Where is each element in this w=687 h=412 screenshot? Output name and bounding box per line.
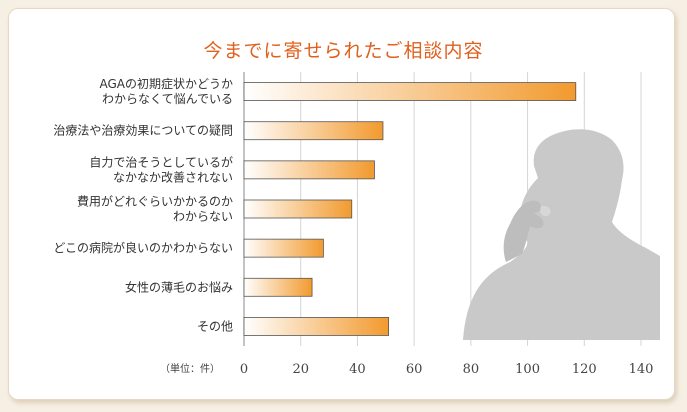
x-tick-label: 140 (629, 362, 654, 377)
bar (243, 82, 577, 101)
bars (243, 82, 577, 336)
x-tick-label: 60 (406, 362, 423, 377)
thinking-man-silhouette-icon (463, 129, 660, 340)
bar (243, 317, 390, 336)
x-tick-label: 80 (463, 362, 480, 377)
category-labels: AGAの初期症状かどうかわからなくて悩んでいる治療法や治療効果についての疑問自力… (53, 76, 233, 333)
chart-title: 今までに寄せられたご相談内容 (203, 40, 484, 62)
category-label: わからなくて悩んでいる (102, 92, 233, 106)
unit-label: （単位：件） (160, 362, 220, 375)
x-tick-label: 40 (349, 362, 366, 377)
category-label: なかなか改善されない (113, 169, 233, 184)
category-label: 女性の薄毛のお悩み (125, 279, 233, 294)
x-tick-labels: 0 20 40 60 80 100 120 140 (240, 362, 654, 377)
category-label: AGAの初期症状かどうか (99, 76, 233, 91)
bar (243, 121, 384, 141)
bar (243, 199, 353, 219)
x-tick-label: 0 (240, 362, 248, 377)
category-label: どこの病院が良いのかわからない (53, 240, 233, 255)
category-label: その他 (197, 319, 233, 333)
category-label: 費用がどれぐらいかかるのか (77, 194, 233, 209)
bar (243, 160, 375, 180)
category-label: 治療法や治療効果についての疑問 (53, 123, 233, 138)
bar (243, 277, 313, 297)
x-tick-label: 120 (572, 362, 597, 377)
x-tick-label: 100 (515, 362, 540, 377)
category-label: 自力で治そうとしているが (89, 154, 233, 169)
x-tick-label: 20 (292, 362, 309, 377)
bar (243, 238, 324, 258)
category-label: わからない (173, 210, 233, 224)
